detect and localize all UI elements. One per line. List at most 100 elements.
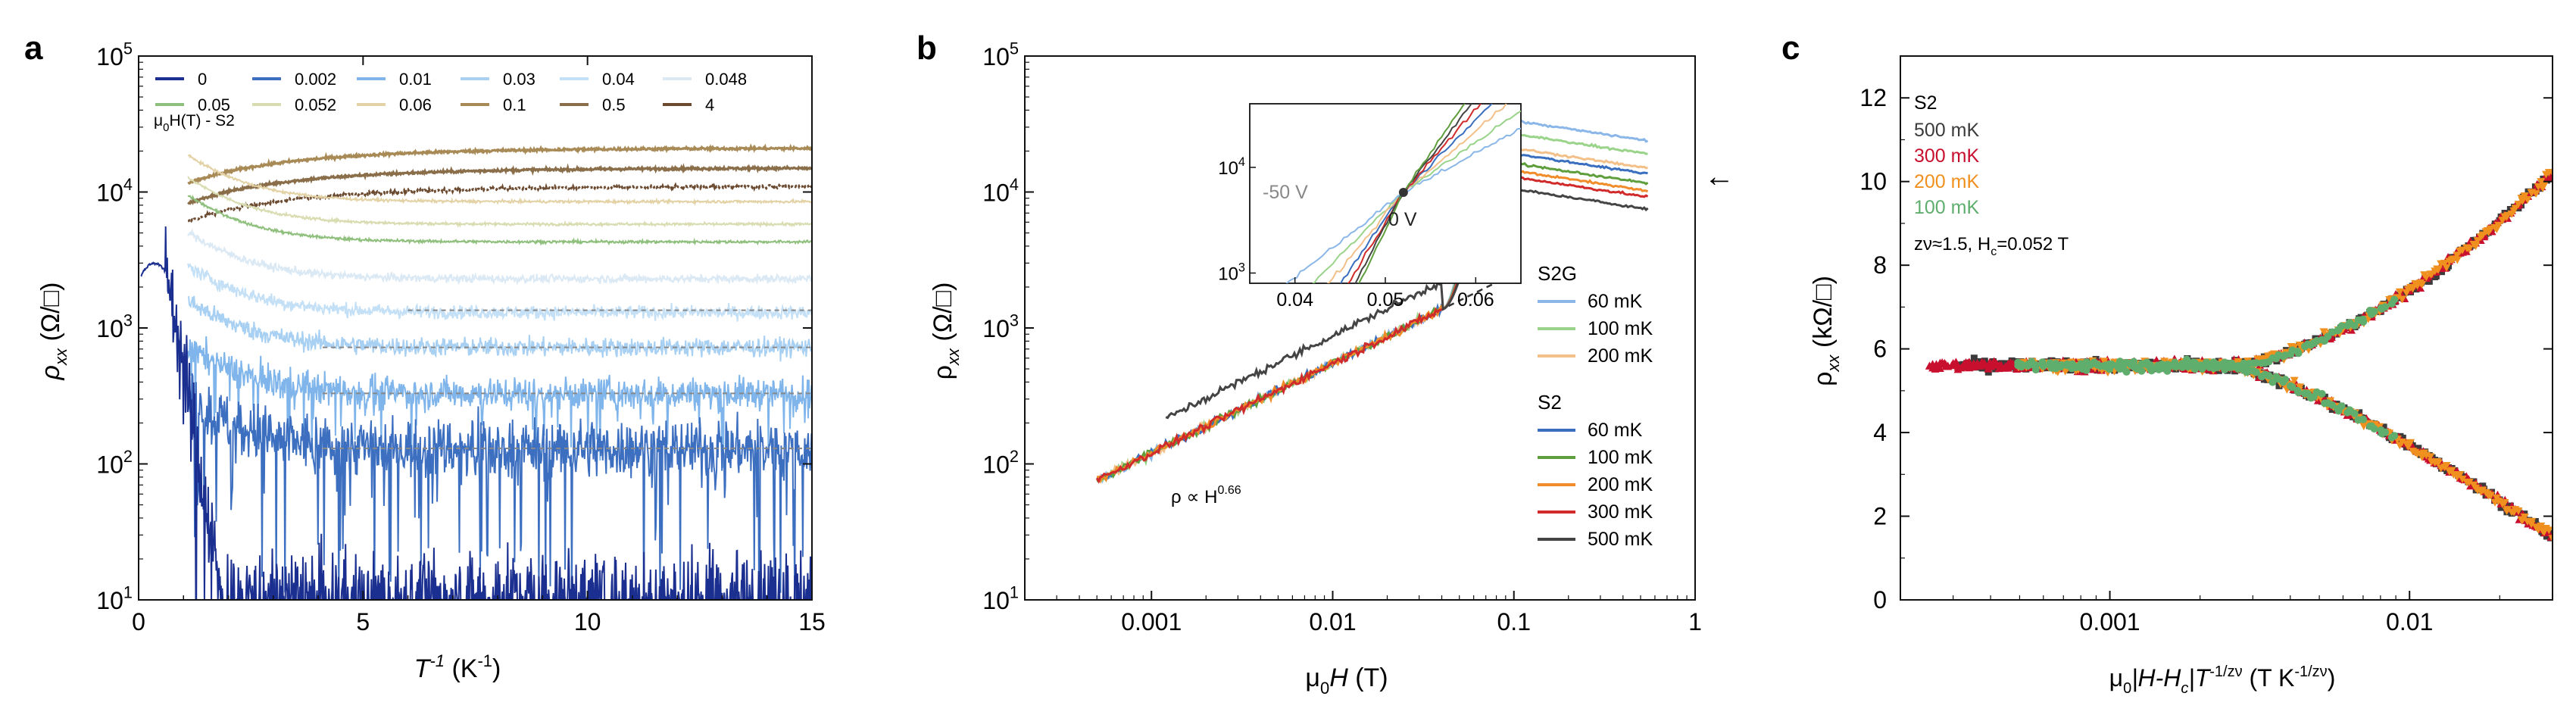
panel-a-y-axis-label: ρxx (Ω/□) [36, 283, 70, 381]
legend-label-S2G-100 mK: 100 mK [1588, 318, 1653, 339]
data-point [2275, 382, 2283, 389]
data-point [2057, 361, 2065, 370]
inset-series-line-6 [1358, 104, 1466, 283]
data-point [2500, 498, 2509, 507]
x-tick-label: 15 [798, 608, 826, 635]
data-point [2356, 409, 2363, 417]
x-tick-label: 0.001 [2080, 608, 2140, 635]
inset-series-line-5 [1354, 104, 1472, 283]
data-point [2158, 360, 2166, 368]
data-point [2458, 246, 2467, 254]
data-point [2252, 359, 2260, 367]
panel-label-c: c [1781, 30, 1800, 67]
data-point [2440, 260, 2450, 268]
data-point [2544, 526, 2553, 535]
data-point [2252, 368, 2260, 376]
data-point [2528, 517, 2537, 526]
data-point [2031, 361, 2040, 370]
data-point [2540, 182, 2549, 190]
inset-x-tick-label: 0.05 [1367, 289, 1404, 311]
series-line-0.04 [187, 262, 812, 322]
legend-label-0.01: 0.01 [399, 70, 432, 89]
panel-a-legend: 0 0.002 0.01 0.03 0.04 0.048 0.05 0.052 0.06 0.1 0… [155, 70, 747, 114]
legend-label-S2-200 mK: 200 mK [1588, 474, 1653, 495]
series-line-4 [188, 181, 812, 223]
data-point [2039, 362, 2047, 370]
y-tick-label: 101 [982, 583, 1019, 614]
data-point [2523, 195, 2532, 204]
x-tick-label: 1 [1688, 608, 1702, 635]
data-point [2295, 383, 2304, 392]
data-point [2294, 389, 2303, 397]
y-tick-label: 101 [96, 583, 133, 614]
panel-label-b: b [916, 30, 937, 67]
series-100 mK [2014, 295, 2399, 442]
y-tick-label: 104 [96, 175, 133, 206]
series-line-0.052 [187, 176, 812, 229]
x-tick-label: 0.1 [1497, 608, 1531, 635]
panel-b-x-ticks: 0.001 0.01 0.1 1 [1024, 591, 1702, 635]
y-tick-label: 102 [982, 447, 1019, 478]
x-tick-label: 0.001 [1121, 608, 1182, 635]
data-point [2416, 284, 2425, 292]
series-line-S2-200 mK [1097, 166, 1649, 484]
data-point [2172, 362, 2181, 370]
inset-y-tick-label: 103 [1218, 261, 1245, 285]
legend-label-4: 4 [705, 95, 714, 114]
data-point [2319, 328, 2328, 336]
legend-label-S2-500 mK: 500 mK [1588, 529, 1653, 550]
data-point [2381, 303, 2390, 311]
series-line-0.01 [187, 336, 812, 468]
data-point [2265, 372, 2273, 380]
legend-label-0.04: 0.04 [602, 70, 635, 89]
legend-label-S2-100 mK: 100 mK [1588, 447, 1653, 468]
data-point [2370, 425, 2378, 433]
legend-label-0.5: 0.5 [602, 95, 626, 114]
data-point [2350, 321, 2359, 329]
data-point [2456, 471, 2465, 479]
inset-crossing-point [1398, 187, 1408, 197]
legend-label-0.05: 0.05 [198, 95, 230, 114]
panel-c-y-axis-label: ρxx (kΩ/□) [1809, 276, 1843, 386]
inset-y-tick-label: 104 [1218, 155, 1245, 179]
inset-x-tick-label: 0.04 [1276, 289, 1313, 311]
panel-b-arrow: ← [1704, 160, 1735, 193]
panel-a-y-ticks: 101 102 103 104 105 [96, 39, 812, 614]
panel-c: c 0.001 0.01 0 2 4 6 8 10 12 μ0|H-Hc|T-1/zν (T … [1781, 30, 2553, 697]
x-tick-label: 0.01 [1309, 608, 1356, 635]
x-tick-label: 5 [356, 608, 370, 635]
data-point [2432, 272, 2440, 279]
inset-annotation-minus50V: -50 V [1263, 182, 1308, 203]
data-point [2548, 535, 2553, 543]
legend-label-500 mK: 500 mK [1914, 120, 1979, 141]
legend-label-0.03: 0.03 [503, 70, 535, 89]
data-point [2137, 367, 2146, 375]
data-point [2321, 393, 2328, 401]
panel-a-legend-title: μ0H(T) - S2 [154, 112, 235, 134]
panel-a-frame [138, 55, 813, 601]
panel-c-x-ticks: 0.001 0.01 [1900, 591, 2553, 635]
panel-a-x-ticks: 0 5 10 15 [132, 56, 826, 635]
x-tick-label: 10 [574, 608, 601, 635]
y-tick-label: 105 [982, 39, 1019, 70]
data-point [2406, 439, 2415, 447]
series-line-0.002 [187, 373, 812, 600]
data-point [1935, 364, 1944, 373]
series-line-0.06 [188, 154, 812, 207]
data-point [2511, 205, 2520, 213]
data-point [2381, 428, 2390, 436]
data-point [2359, 415, 2368, 423]
data-point [2318, 389, 2326, 398]
panel-b-data [1095, 117, 1649, 484]
data-point [2527, 520, 2536, 529]
panel-c-y-ticks: 0 2 4 6 8 10 12 [1859, 84, 2553, 614]
legend-label-S2-300 mK: 300 mK [1588, 501, 1653, 523]
data-point [2107, 360, 2115, 368]
panel-c-frame [1900, 55, 2553, 601]
y-tick-label: 105 [96, 39, 133, 70]
data-point [2337, 402, 2346, 411]
series-line-0.1 [187, 143, 812, 185]
data-point [2395, 288, 2404, 296]
data-point [2442, 461, 2451, 470]
